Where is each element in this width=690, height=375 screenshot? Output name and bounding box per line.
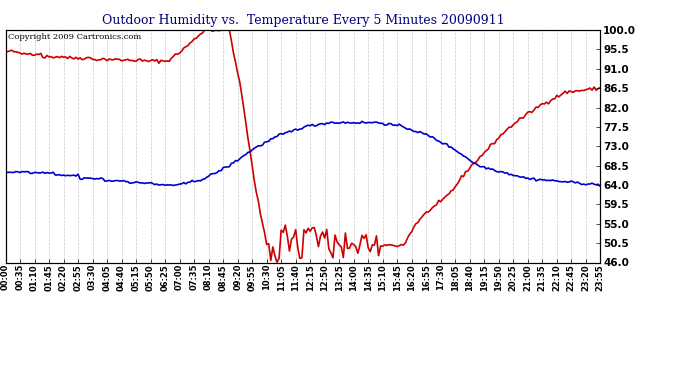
Title: Outdoor Humidity vs.  Temperature Every 5 Minutes 20090911: Outdoor Humidity vs. Temperature Every 5… <box>101 15 504 27</box>
Text: Copyright 2009 Cartronics.com: Copyright 2009 Cartronics.com <box>8 33 141 42</box>
